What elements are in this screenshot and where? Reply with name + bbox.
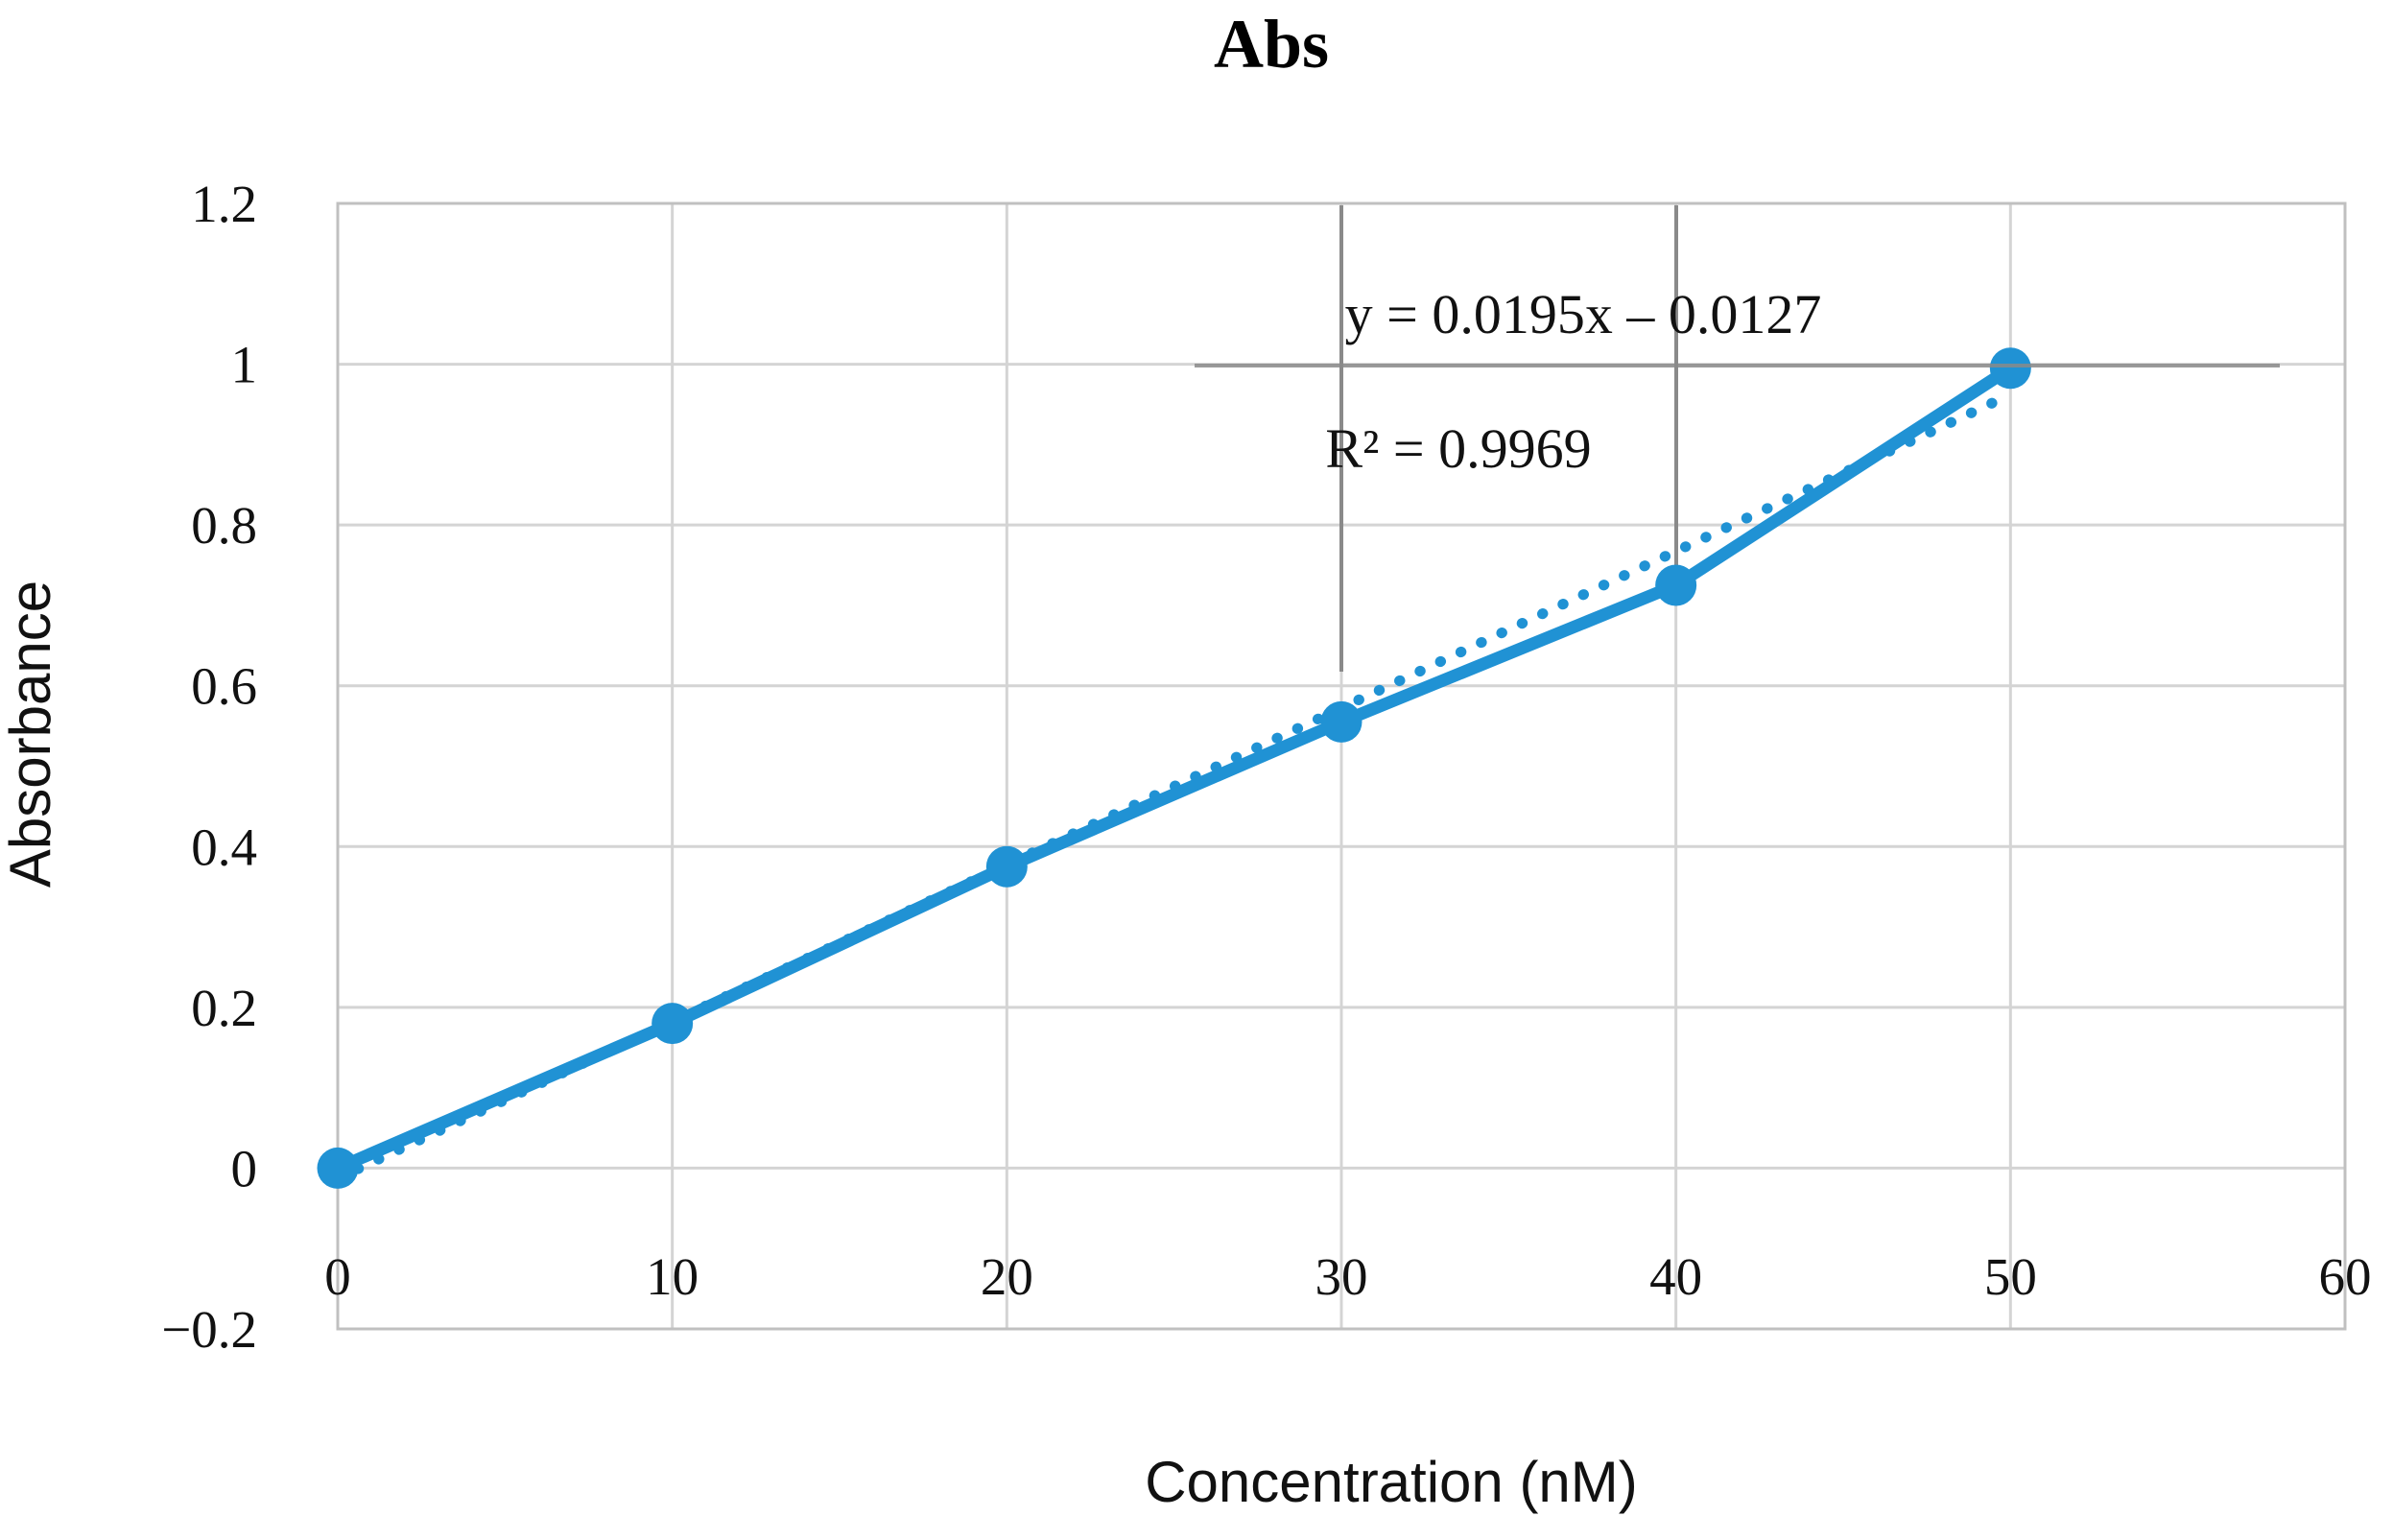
gridline-layer — [336, 201, 2347, 1331]
data-point-marker — [985, 845, 1028, 888]
trendline-dotted — [332, 389, 2016, 1184]
x-tick-label: 20 — [981, 1247, 1033, 1306]
data-series-layer — [317, 347, 2031, 1189]
tick-label-layer: 0 10 20 30 40 50 60 −0.2 0 0.2 0.4 0.6 0.8 1 1.2 — [161, 175, 2371, 1359]
x-tick-label: 0 — [324, 1247, 351, 1306]
x-tick-label: 40 — [1649, 1247, 1702, 1306]
data-point-marker — [652, 1003, 694, 1045]
data-point-marker — [1989, 347, 2031, 390]
data-point-marker — [1320, 700, 1362, 743]
x-tick-label: 10 — [646, 1247, 699, 1306]
x-tick-label: 50 — [1984, 1247, 2037, 1306]
trendline-r-squared: R² = 0.9969 — [1325, 417, 1591, 480]
y-tick-label: −0.2 — [161, 1300, 257, 1359]
x-tick-label: 60 — [2319, 1247, 2372, 1306]
y-tick-label: 1.2 — [191, 175, 257, 233]
data-point-marker — [1655, 564, 1697, 606]
trendline-equation: y = 0.0195x – 0.0127 — [1345, 283, 1822, 345]
y-tick-label: 0 — [231, 1139, 258, 1197]
y-tick-label: 0.6 — [191, 657, 257, 716]
y-tick-label: 0.8 — [191, 496, 257, 555]
data-series-line — [331, 362, 2017, 1174]
y-tick-label: 0.4 — [191, 817, 257, 876]
y-axis-title: Absorbance — [0, 580, 62, 888]
y-tick-label: 1 — [231, 336, 258, 394]
data-point-marker — [317, 1147, 359, 1189]
x-tick-label: 30 — [1315, 1247, 1368, 1306]
x-axis-title: Concentration (nM) — [1145, 1450, 1638, 1514]
y-tick-label: 0.2 — [191, 979, 257, 1037]
chart-title: Abs — [1214, 6, 1329, 83]
plot-border — [336, 201, 2347, 1331]
